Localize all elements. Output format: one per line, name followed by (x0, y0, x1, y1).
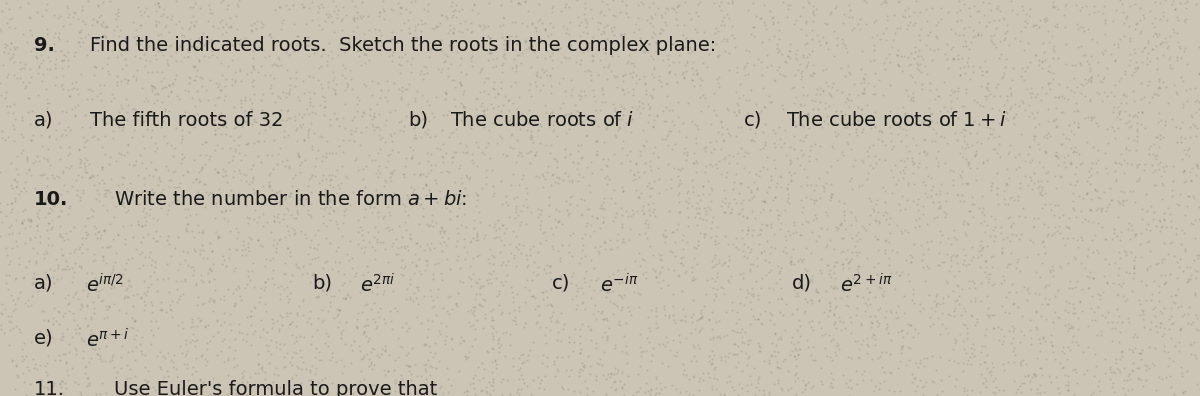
Text: e): e) (34, 329, 53, 348)
Text: The fifth roots of 32: The fifth roots of 32 (90, 111, 283, 130)
Point (1019, 117, 1038, 123)
Point (746, 0, 766, 6)
Text: $e^{2+i\pi}$: $e^{2+i\pi}$ (840, 273, 893, 297)
Text: 9.: 9. (34, 36, 54, 55)
Text: The cube roots of $i$: The cube roots of $i$ (450, 111, 635, 130)
Point (1025, 128, 1044, 135)
Point (1069, 101, 1088, 107)
Text: $e^{i\pi/2}$: $e^{i\pi/2}$ (86, 273, 125, 297)
Text: Find the indicated roots.  Sketch the roots in the complex plane:: Find the indicated roots. Sketch the roo… (90, 36, 716, 55)
Point (1180, 75, 1199, 81)
Text: c): c) (744, 111, 762, 130)
Point (1150, 59, 1169, 65)
Point (1020, 7, 1039, 13)
Point (940, 69, 959, 75)
Point (1085, 77, 1104, 83)
Point (1054, 122, 1073, 128)
Point (965, 90, 984, 97)
Text: c): c) (552, 273, 570, 292)
Text: Use Euler's formula to prove that: Use Euler's formula to prove that (114, 380, 437, 396)
Text: 11.: 11. (34, 380, 65, 396)
Point (829, 190, 848, 196)
Text: Write the number in the form $a + bi$:: Write the number in the form $a + bi$: (114, 190, 467, 209)
Point (1140, 86, 1159, 93)
Text: $e^{2\pi i}$: $e^{2\pi i}$ (360, 273, 396, 297)
Point (866, 90, 886, 96)
Point (726, 128, 745, 135)
Text: b): b) (312, 273, 332, 292)
Point (1134, 76, 1153, 82)
Text: $e^{\pi+i}$: $e^{\pi+i}$ (86, 329, 130, 352)
Point (1160, 165, 1180, 171)
Text: The cube roots of $1+i$: The cube roots of $1+i$ (786, 111, 1007, 130)
Point (1154, 59, 1174, 65)
Text: $e^{-i\pi}$: $e^{-i\pi}$ (600, 273, 638, 297)
Point (805, 72, 824, 78)
Text: a): a) (34, 273, 53, 292)
Point (1192, 118, 1200, 124)
Text: 10.: 10. (34, 190, 68, 209)
Point (755, 18, 774, 24)
Point (966, 47, 985, 53)
Text: d): d) (792, 273, 812, 292)
Point (1150, 109, 1169, 116)
Text: a): a) (34, 111, 53, 130)
Text: b): b) (408, 111, 428, 130)
Point (992, 115, 1012, 121)
